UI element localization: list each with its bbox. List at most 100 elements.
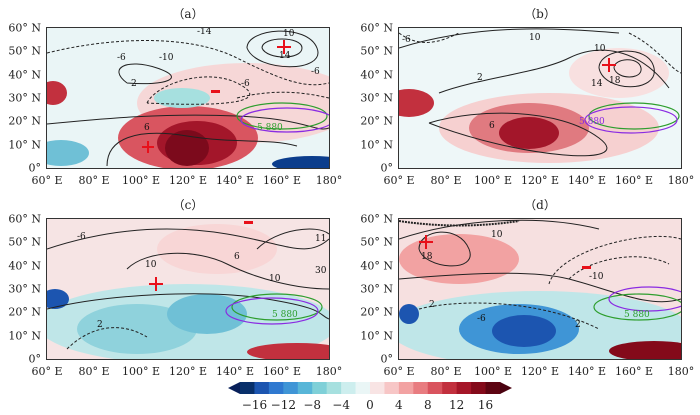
contour-label: 14 [279, 51, 291, 61]
x-tick-label: 180° [667, 365, 695, 378]
colorbar-segment [370, 382, 385, 394]
colorbar-segment [355, 382, 371, 394]
y-tick-label: 30° N [8, 91, 41, 105]
x-tick-label: 100° E [473, 365, 513, 378]
y-tick-label: 40° N [360, 259, 393, 273]
y-tick-label: 40° N [8, 259, 41, 273]
y-tick-label: 50° N [360, 235, 393, 249]
x-tick-label: 60° E [31, 174, 63, 187]
x-tick-label: 160° E [614, 365, 654, 378]
map-panel-d: 10 18 2 -6 -10 2 5 880 60° E 80° E 100° E 1… [360, 213, 694, 379]
contour-label: 2 [429, 300, 435, 310]
y-tick-label: 60° N [8, 21, 41, 35]
contour-label: 5 880 [272, 310, 298, 320]
colorbar-tick-label: 8 [423, 398, 432, 412]
y-tick-label: 0° [380, 161, 394, 175]
y-tick-label: 10° N [360, 138, 393, 152]
contour-label: 10 [283, 29, 295, 39]
colorbar-low-extend [228, 382, 240, 394]
y-tick-label: 20° N [8, 305, 41, 319]
panel-label-b: （b） [524, 7, 556, 21]
x-tick-label: 160° E [262, 174, 302, 187]
y-tick-label: 0° [380, 352, 394, 366]
colorbar-segment [326, 382, 342, 394]
contour-label: 30 [315, 266, 327, 276]
map-a: -6 -10 -14 2 6 10 14 -6 -6 5 880 [47, 28, 329, 168]
y-tick-label: 30° N [8, 282, 41, 296]
contour-label: 10 [145, 260, 157, 270]
colorbar-tick-label: −8 [303, 398, 322, 412]
contour-label: -6 [77, 232, 86, 242]
contour-label: 5 880 [257, 123, 283, 133]
contour-label: 10 [529, 33, 541, 43]
x-tick-label: 140° E [215, 174, 255, 187]
contour-label: -6 [311, 67, 320, 77]
colorbar-segment [312, 382, 328, 394]
panel-label-d: （d） [524, 198, 556, 212]
x-tick-label: 160° E [614, 174, 654, 187]
map-panel-b: -6 10 2 10 14 18 6 5 880 60° E 80° E 100° … [360, 22, 694, 188]
colorbar-segment [442, 382, 458, 394]
colorbar [228, 382, 512, 394]
contour-label: -14 [197, 28, 212, 37]
colorbar-tick-label: −4 [332, 398, 350, 412]
x-tick-label: 140° E [215, 365, 255, 378]
y-tick-label: 50° N [360, 44, 393, 58]
contour-label: -6 [477, 314, 486, 324]
x-tick-label: 140° E [567, 365, 607, 378]
contour-label: 10 [269, 274, 281, 284]
contour-label: 10 [594, 44, 606, 54]
x-tick-label: 60° E [383, 174, 415, 187]
colorbar-tick-label: 12 [449, 398, 465, 412]
contour-label: 2 [97, 320, 103, 330]
contour-label: -6 [117, 53, 126, 63]
contour-label: 2 [575, 320, 581, 330]
contour-label: 5 880 [624, 310, 650, 320]
map-c: -6 10 6 10 30 11 2 5 880 [47, 219, 329, 359]
x-tick-label: 60° E [31, 365, 63, 378]
contour-label: 6 [489, 121, 495, 131]
contour-label: -10 [159, 53, 174, 63]
colorbar-segment [485, 382, 501, 394]
contour-label: 10 [491, 230, 503, 240]
contour-label: 6 [234, 252, 240, 262]
contour-label: 18 [609, 76, 621, 86]
panel-label-c: （c） [172, 198, 204, 212]
y-tick-label: 50° N [8, 235, 41, 249]
colorbar-segment [427, 382, 443, 394]
colorbar-tick-label: −12 [270, 398, 296, 412]
y-tick-label: 50° N [8, 44, 41, 58]
colorbar-segment [268, 382, 284, 394]
colorbar-segment [384, 382, 400, 394]
map-b: -6 10 2 10 14 18 6 5 880 [399, 28, 681, 168]
x-tick-label: 120° E [168, 174, 208, 187]
colorbar-high-extend [500, 382, 512, 394]
colorbar-tick-label: 0 [366, 398, 374, 412]
contour-label: -6 [241, 79, 250, 89]
x-tick-label: 80° E [430, 174, 462, 187]
y-tick-label: 60° N [8, 212, 41, 226]
x-tick-label: 120° E [168, 365, 208, 378]
y-tick-label: 20° N [8, 114, 41, 128]
x-tick-label: 100° E [473, 174, 513, 187]
y-tick-label: 30° N [360, 91, 393, 105]
x-tick-label: 100° E [121, 174, 161, 187]
contour-label: 2 [131, 79, 137, 89]
contour-label: -6 [402, 35, 411, 45]
y-tick-label: 60° N [360, 21, 393, 35]
x-tick-label: 80° E [430, 365, 462, 378]
colorbar-segment [398, 382, 414, 394]
map-panel-c: -6 10 6 10 30 11 2 5 880 60° E 80° E 100° … [8, 213, 342, 379]
x-tick-label: 80° E [78, 174, 110, 187]
x-tick-label: 180° [315, 174, 343, 187]
x-tick-label: 120° E [520, 174, 560, 187]
contour-label: 2 [477, 73, 483, 83]
y-tick-label: 20° N [360, 114, 393, 128]
y-tick-label: 10° N [8, 138, 41, 152]
colorbar-tick-label: 4 [395, 398, 403, 412]
contour-label: 14 [591, 79, 603, 89]
y-tick-label: 10° N [360, 329, 393, 343]
x-tick-label: 180° [315, 365, 343, 378]
map-panel-a: -6 -10 -14 2 6 10 14 -6 -6 5 880 60° E 80… [8, 22, 342, 188]
colorbar-segment [240, 382, 255, 394]
